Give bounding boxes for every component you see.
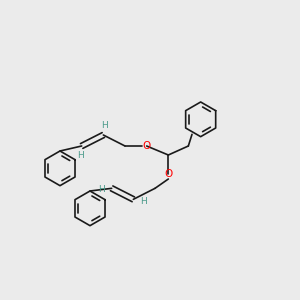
Text: O: O [142, 141, 151, 151]
Text: H: H [76, 151, 83, 160]
Text: O: O [164, 169, 172, 179]
Text: H: H [102, 121, 108, 130]
Text: H: H [140, 196, 147, 206]
Text: H: H [98, 185, 105, 194]
